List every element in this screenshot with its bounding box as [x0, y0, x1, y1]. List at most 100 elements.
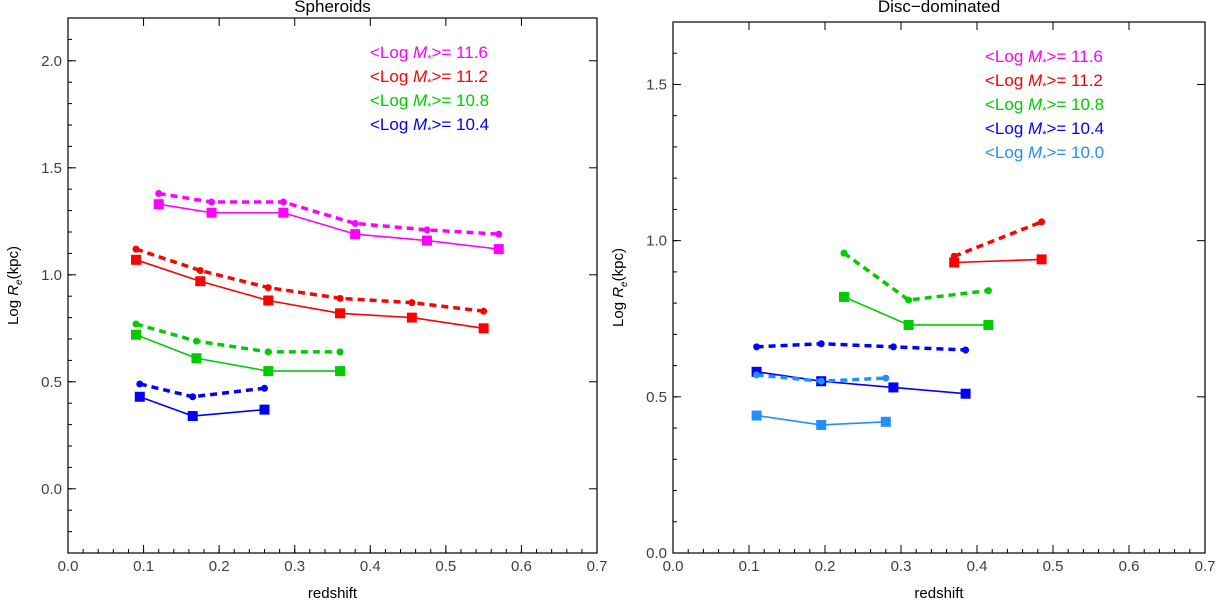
plot-frame: [67, 17, 598, 554]
data-point: [192, 337, 200, 345]
series-solid: [131, 254, 489, 334]
data-point: [187, 411, 198, 422]
data-point: [132, 245, 140, 253]
legend-entry: <Log M*>= 11.2: [985, 71, 1103, 93]
data-point: [336, 294, 344, 302]
data-point: [493, 244, 504, 255]
series-line: [954, 258, 1042, 264]
data-point: [263, 295, 274, 306]
y-tick-label: 1.5: [646, 76, 667, 93]
y-axis-label: Log Re(kpc): [5, 246, 25, 325]
data-point: [984, 287, 992, 295]
data-point: [134, 391, 145, 402]
data-point: [131, 254, 142, 265]
data-point: [889, 343, 897, 351]
disc-dominated-panel: Disc−dominated 0.0 0.1 0.2 0.3 0.4 0.5 0.6 0.7 0.…: [610, 0, 1215, 602]
data-point: [408, 299, 416, 307]
data-point: [817, 377, 825, 385]
legend-entry: <Log M*>= 10.0: [985, 143, 1104, 165]
y-tick-label: 1.0: [646, 233, 667, 250]
y-axis-label: Log Re(kpc): [610, 248, 630, 327]
chart-title: Disc−dominated: [878, 0, 1000, 16]
series-solid: [131, 329, 346, 377]
legend-entry: <Log M*>= 11.2: [370, 67, 488, 89]
series-solid: [751, 366, 971, 399]
spheroids-panel: Spheroids 0.0 0.1 0.2 0.3 0.4 0.5 0.6 0.7 0.0 0.5 1…: [5, 0, 607, 602]
data-point: [189, 393, 197, 401]
data-point: [882, 374, 890, 382]
y-tick-label: 1.5: [41, 160, 62, 177]
series-line: [158, 203, 499, 250]
data-point: [264, 348, 272, 356]
data-point: [132, 320, 140, 328]
legend-entry: <Log M*>= 11.6: [985, 47, 1103, 69]
series-line: [953, 220, 1043, 258]
x-tick-label: 0.6: [1119, 558, 1140, 575]
data-point: [478, 323, 489, 334]
data-point: [840, 249, 848, 257]
data-point: [195, 276, 206, 287]
legend-entry: <Log M*>= 10.4: [985, 119, 1104, 141]
series-line: [756, 371, 966, 395]
series-line: [842, 251, 989, 302]
data-point: [259, 404, 270, 415]
data-point: [155, 189, 163, 197]
series-line: [756, 341, 966, 352]
x-tick-label: 0.1: [739, 558, 760, 575]
data-point: [880, 416, 891, 427]
data-point: [335, 308, 346, 319]
x-tick-label: 0.6: [511, 558, 532, 575]
x-tick-label: 0.5: [1043, 558, 1064, 575]
chart-title: Spheroids: [294, 0, 371, 16]
data-point: [1038, 218, 1046, 226]
data-point: [753, 371, 761, 379]
series-solid: [751, 410, 891, 430]
y-tick-label: 0.0: [41, 481, 62, 498]
data-point: [131, 329, 142, 340]
x-tick-label: 0.7: [1195, 558, 1216, 575]
x-tick-label: 0.0: [58, 558, 79, 575]
series-dashed: [155, 189, 503, 238]
x-tick-label: 0.1: [133, 558, 154, 575]
data-point: [208, 198, 216, 206]
series-dashed: [132, 245, 488, 315]
data-point: [263, 366, 274, 377]
data-point: [960, 388, 971, 399]
x-tick-label: 0.3: [284, 558, 305, 575]
series-line: [843, 296, 989, 326]
series-line: [158, 191, 499, 236]
data-point: [495, 230, 503, 238]
series-line: [135, 322, 341, 354]
data-point: [153, 199, 164, 210]
y-tick-label: 0.5: [646, 389, 667, 406]
data-point: [351, 219, 359, 227]
plot-frame: [672, 21, 1206, 554]
series-dashed: [753, 340, 970, 354]
legend-entry: <Log M*>= 10.4: [370, 115, 489, 137]
series-solid: [949, 254, 1047, 268]
data-point: [983, 319, 994, 330]
data-point: [817, 340, 825, 348]
series-dashed: [840, 249, 992, 304]
series-line: [135, 333, 341, 372]
data-point: [480, 307, 488, 315]
data-point: [335, 366, 346, 377]
y-tick-label: 0.5: [41, 374, 62, 391]
x-tick-label: 0.7: [587, 558, 608, 575]
series-solid: [134, 391, 270, 422]
data-point: [260, 384, 268, 392]
y-tick-label: 2.0: [41, 53, 62, 70]
series-line: [139, 396, 265, 417]
data-point: [1036, 254, 1047, 265]
series-line: [135, 247, 484, 313]
y-tick-label: 1.0: [41, 267, 62, 284]
series-dashed: [950, 218, 1046, 260]
data-point: [136, 380, 144, 388]
x-tick-label: 0.2: [209, 558, 230, 575]
series-solid: [839, 291, 994, 330]
legend-entry: <Log M*>= 10.8: [985, 95, 1104, 117]
data-point: [350, 229, 361, 240]
data-point: [950, 252, 958, 260]
data-point: [336, 348, 344, 356]
